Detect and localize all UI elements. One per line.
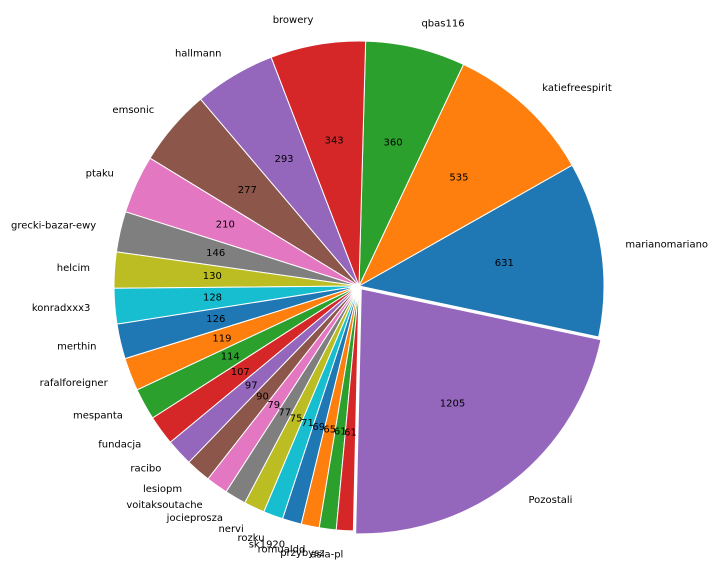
category-label-konradxxx3: konradxxx3 [32,303,91,314]
category-label-ptaku: ptaku [86,169,114,180]
value-label-katiefreespirit: 535 [449,173,468,184]
category-label-emsonic: emsonic [112,105,154,116]
value-label-rozku: 71 [301,418,314,429]
pie-slices [113,40,605,535]
category-label-grecki-bazar-ewy: grecki-bazar-ewy [11,221,96,232]
value-label-asia-pl: 61 [344,427,357,438]
category-label-asia-pl: asia-pl [310,550,343,561]
value-label-racibo: 97 [245,380,258,391]
value-label-grecki-bazar-ewy: 146 [206,248,225,259]
value-label-emsonic: 277 [238,185,257,196]
value-label-mespanta: 114 [221,351,240,362]
category-label-merthin: merthin [57,342,96,353]
category-label-jocieprosza: jocieprosza [166,513,223,524]
value-label-jocieprosza: 77 [278,407,291,418]
value-label-romualdd: 65 [323,425,336,436]
category-label-hallmann: hallmann [175,49,222,60]
value-label-marianomariano: 631 [495,258,514,269]
slice-pozostali [355,288,602,535]
category-label-qbas116: qbas116 [421,18,464,29]
category-label-nervi: nervi [218,524,243,535]
slice-katiefreespirit [357,63,573,288]
value-label-hallmann: 293 [274,154,293,165]
category-labels: marianomariano katiefreespirit qbas116 brow… [11,15,708,561]
value-label-lesiopm: 90 [256,391,269,402]
value-label-rafalforeigner: 119 [212,334,231,345]
value-label-ptaku: 210 [216,219,235,230]
category-label-sk1920: sk1920 [249,540,285,551]
value-label-voitaksoutache: 79 [267,400,280,411]
category-label-marianomariano: marianomariano [625,239,708,250]
value-label-nervi: 75 [290,413,303,424]
value-label-qbas116: 360 [384,138,403,149]
category-label-mespanta: mespanta [73,411,123,422]
category-label-helcim: helcim [57,263,90,274]
category-label-voitaksoutache: voitaksoutache [126,500,202,511]
value-label-sk1920: 69 [312,422,325,433]
category-label-katiefreespirit: katiefreespirit [542,83,612,94]
category-label-przybysz: przybysz [280,548,324,559]
category-label-racibo: racibo [130,464,161,475]
value-label-przybysz: 61 [334,426,347,437]
value-label-pozostali: 1205 [440,399,465,410]
slice-asia-pl [335,285,360,532]
category-label-romualdd: romualdd [258,545,306,556]
value-label-browery: 343 [325,136,344,147]
category-label-rafalforeigner: rafalforeigner [40,378,109,389]
value-labels: 631 535 360 343 293 277 210 146 130 128 126 119 114 1… [203,136,514,439]
value-label-helcim: 130 [203,271,222,282]
category-label-fundacja: fundacja [98,439,141,450]
category-label-pozostali: Pozostali [528,495,572,506]
category-label-rozku: rozku [237,533,264,544]
category-label-browery: browery [273,15,314,26]
category-label-lesiopm: lesiopm [143,484,182,495]
slice-marianomariano [357,164,605,338]
value-label-merthin: 126 [206,314,225,325]
value-label-fundacja: 107 [231,367,250,378]
value-label-konradxxx3: 128 [203,293,222,304]
